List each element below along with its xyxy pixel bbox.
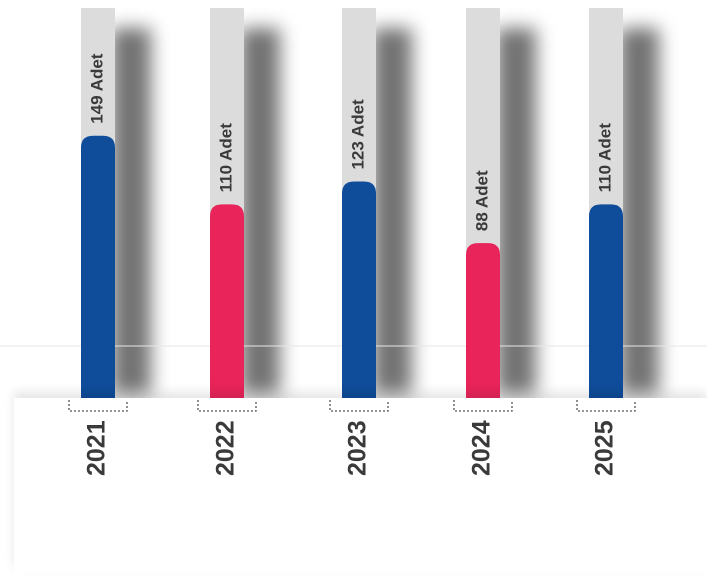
- tick-bracket: [68, 400, 128, 412]
- tick-label: 2021: [83, 420, 111, 476]
- axis-panel: [14, 398, 707, 572]
- bar-shadow: [372, 28, 412, 394]
- data-label: 123 Adet: [348, 99, 367, 170]
- bar-shadow: [619, 28, 659, 394]
- bar-2022: [210, 204, 244, 398]
- tick-bracket: [576, 400, 636, 412]
- tick-label: 2024: [468, 420, 496, 476]
- tick-bracket: [197, 400, 257, 412]
- tick-bracket: [329, 400, 389, 412]
- tick-labels: 2021 2022 2023 2024 2025: [83, 420, 619, 476]
- tick-label: 2025: [591, 420, 619, 476]
- bar-2023: [342, 181, 376, 398]
- tick-brackets: [68, 400, 636, 412]
- bar-shadows: [111, 28, 659, 394]
- data-label: 110 Adet: [595, 123, 614, 193]
- bar-shadow: [111, 28, 151, 394]
- bar-shadow: [240, 28, 280, 394]
- bars: [81, 135, 623, 398]
- tick-label: 2023: [344, 420, 372, 476]
- bar-2024: [466, 243, 500, 398]
- tick-bracket: [453, 400, 513, 412]
- data-label: 110 Adet: [216, 123, 235, 193]
- tick-label: 2022: [212, 420, 240, 476]
- bar-shadow: [496, 28, 536, 394]
- data-label: 149 Adet: [87, 53, 106, 124]
- data-label: 88 Adet: [472, 170, 491, 231]
- data-labels: 149 Adet 110 Adet 123 Adet 88 Adet 110 Adet: [87, 53, 614, 231]
- bar-2025: [589, 204, 623, 398]
- bar-2021: [81, 135, 115, 398]
